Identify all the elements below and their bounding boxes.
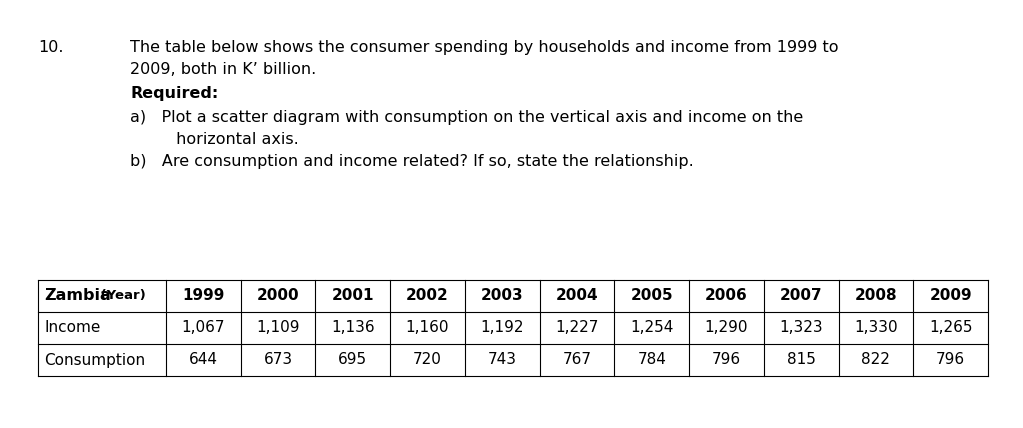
Text: 796: 796 [936, 353, 965, 368]
Text: 1,067: 1,067 [182, 321, 225, 336]
Text: 10.: 10. [38, 40, 63, 55]
Text: 644: 644 [189, 353, 218, 368]
Text: b)   Are consumption and income related? If so, state the relationship.: b) Are consumption and income related? I… [130, 154, 694, 169]
Text: 1,290: 1,290 [705, 321, 748, 336]
Text: 720: 720 [413, 353, 442, 368]
Text: 2001: 2001 [331, 288, 374, 303]
Text: 743: 743 [488, 353, 517, 368]
Text: 2007: 2007 [780, 288, 822, 303]
Text: 695: 695 [339, 353, 367, 368]
Text: 1,160: 1,160 [406, 321, 449, 336]
Text: a)   Plot a scatter diagram with consumption on the vertical axis and income on : a) Plot a scatter diagram with consumpti… [130, 110, 803, 125]
Text: 822: 822 [861, 353, 890, 368]
Text: 2000: 2000 [257, 288, 300, 303]
Text: 2009: 2009 [929, 288, 972, 303]
Text: 2006: 2006 [705, 288, 748, 303]
Text: 796: 796 [712, 353, 741, 368]
Text: 2003: 2003 [481, 288, 524, 303]
Text: 1,109: 1,109 [257, 321, 300, 336]
Text: horizontal axis.: horizontal axis. [130, 132, 299, 147]
Text: Income: Income [44, 321, 100, 336]
Text: 2009, both in K’ billion.: 2009, both in K’ billion. [130, 62, 316, 77]
Text: 1,330: 1,330 [854, 321, 898, 336]
Text: 1,323: 1,323 [780, 321, 822, 336]
Text: 1,265: 1,265 [929, 321, 973, 336]
Text: 767: 767 [563, 353, 591, 368]
Text: 1999: 1999 [182, 288, 225, 303]
Text: 784: 784 [637, 353, 666, 368]
Text: 1,192: 1,192 [481, 321, 524, 336]
Text: 673: 673 [264, 353, 293, 368]
Text: 2002: 2002 [406, 288, 449, 303]
Text: 1,227: 1,227 [555, 321, 598, 336]
Text: 1,136: 1,136 [331, 321, 374, 336]
Text: (Year): (Year) [96, 289, 145, 303]
Text: Required:: Required: [130, 86, 218, 101]
Text: 2005: 2005 [630, 288, 673, 303]
Text: 1,254: 1,254 [630, 321, 673, 336]
Text: Zambia: Zambia [44, 288, 110, 303]
Text: 815: 815 [787, 353, 815, 368]
Text: Consumption: Consumption [44, 353, 145, 368]
Text: The table below shows the consumer spending by households and income from 1999 t: The table below shows the consumer spend… [130, 40, 839, 55]
Text: 2008: 2008 [854, 288, 897, 303]
Text: 2004: 2004 [555, 288, 598, 303]
